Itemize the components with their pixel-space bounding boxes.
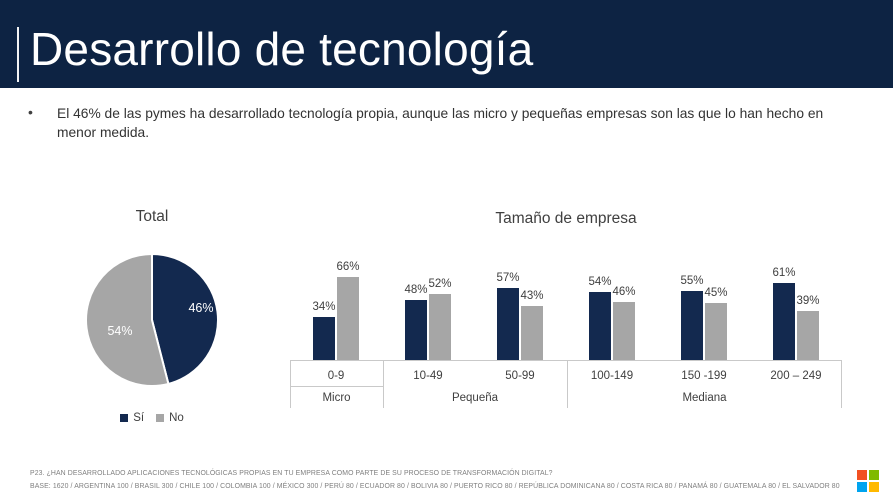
microsoft-logo-square <box>869 482 879 492</box>
pie-chart: 46% 54% <box>85 252 219 387</box>
bar-sí-0-9 <box>313 317 335 360</box>
legend-label-si: Sí <box>133 412 145 424</box>
bar-chart-title: Tamaño de empresa <box>495 210 637 227</box>
bar-no-10-49 <box>429 294 451 360</box>
bar-value-label: 54% <box>588 276 612 288</box>
bar-value-label: 46% <box>612 286 636 298</box>
bar-value-label: 39% <box>796 295 820 307</box>
bar-sí-10-49 <box>405 300 427 360</box>
bar-no-100-149 <box>613 302 635 360</box>
pie-slice-sí <box>151 252 219 386</box>
chart-legend: Sí No <box>62 412 242 424</box>
microsoft-logo-square <box>857 470 867 480</box>
bar-sí-50-99 <box>497 288 519 360</box>
category-label: 150 -199 <box>681 370 727 382</box>
bullet-marker: • <box>28 104 33 120</box>
bar-value-label: 57% <box>496 272 520 284</box>
bar-value-label: 48% <box>404 284 428 296</box>
pie-data-label: 54% <box>107 324 132 338</box>
axis-divider <box>383 360 384 408</box>
legend-item-no: No <box>156 412 184 424</box>
x-axis-line <box>290 360 842 361</box>
axis-divider <box>841 360 842 408</box>
bar-value-label: 66% <box>336 261 360 273</box>
bar-value-label: 61% <box>772 267 796 279</box>
slide-title: Desarrollo de tecnología <box>30 23 534 75</box>
bar-value-label: 43% <box>520 290 544 302</box>
legend-label-no: No <box>169 412 184 424</box>
category-label: 100-149 <box>590 370 634 382</box>
bar-value-label: 55% <box>680 275 704 287</box>
footnote-base: BASE: 1620 / ARGENTINA 100 / BRASIL 300 … <box>30 483 840 490</box>
legend-item-si: Sí <box>120 412 144 424</box>
microsoft-logo-square <box>857 482 867 492</box>
bar-no-50-99 <box>521 306 543 360</box>
axis-divider <box>567 360 568 408</box>
category-label: 10-49 <box>413 370 443 382</box>
bar-value-label: 34% <box>312 301 336 313</box>
group-label-pequeña: Pequeña <box>451 392 499 404</box>
group-label-micro: Micro <box>322 392 351 404</box>
bar-sí-200 – 249 <box>773 283 795 360</box>
footnote-question: P23. ¿HAN DESARROLLADO APLICACIONES TECN… <box>30 470 553 477</box>
bar-value-label: 52% <box>428 278 452 290</box>
pie-chart-title: Total <box>135 208 169 225</box>
category-label: 0-9 <box>327 370 345 382</box>
axis-sublevel-line <box>290 386 383 387</box>
legend-swatch-si <box>120 414 129 422</box>
category-label: 50-99 <box>505 370 535 382</box>
bullet-text: El 46% de las pymes ha desarrollado tecn… <box>57 106 824 140</box>
title-banner: Desarrollo de tecnología <box>0 0 893 88</box>
legend-swatch-no <box>156 414 165 422</box>
category-label: 200 – 249 <box>770 370 822 382</box>
bar-no-0-9 <box>337 277 359 360</box>
pie-data-label: 46% <box>188 301 213 315</box>
pie-slice-no <box>85 252 170 387</box>
axis-divider <box>290 360 291 408</box>
title-accent-line <box>17 27 19 82</box>
group-label-mediana: Mediana <box>682 392 727 404</box>
bar-sí-150 -199 <box>681 291 703 360</box>
bar-no-150 -199 <box>705 303 727 360</box>
microsoft-logo <box>857 470 879 492</box>
bar-sí-100-149 <box>589 292 611 360</box>
bar-no-200 – 249 <box>797 311 819 360</box>
bar-value-label: 45% <box>704 287 728 299</box>
microsoft-logo-square <box>869 470 879 480</box>
